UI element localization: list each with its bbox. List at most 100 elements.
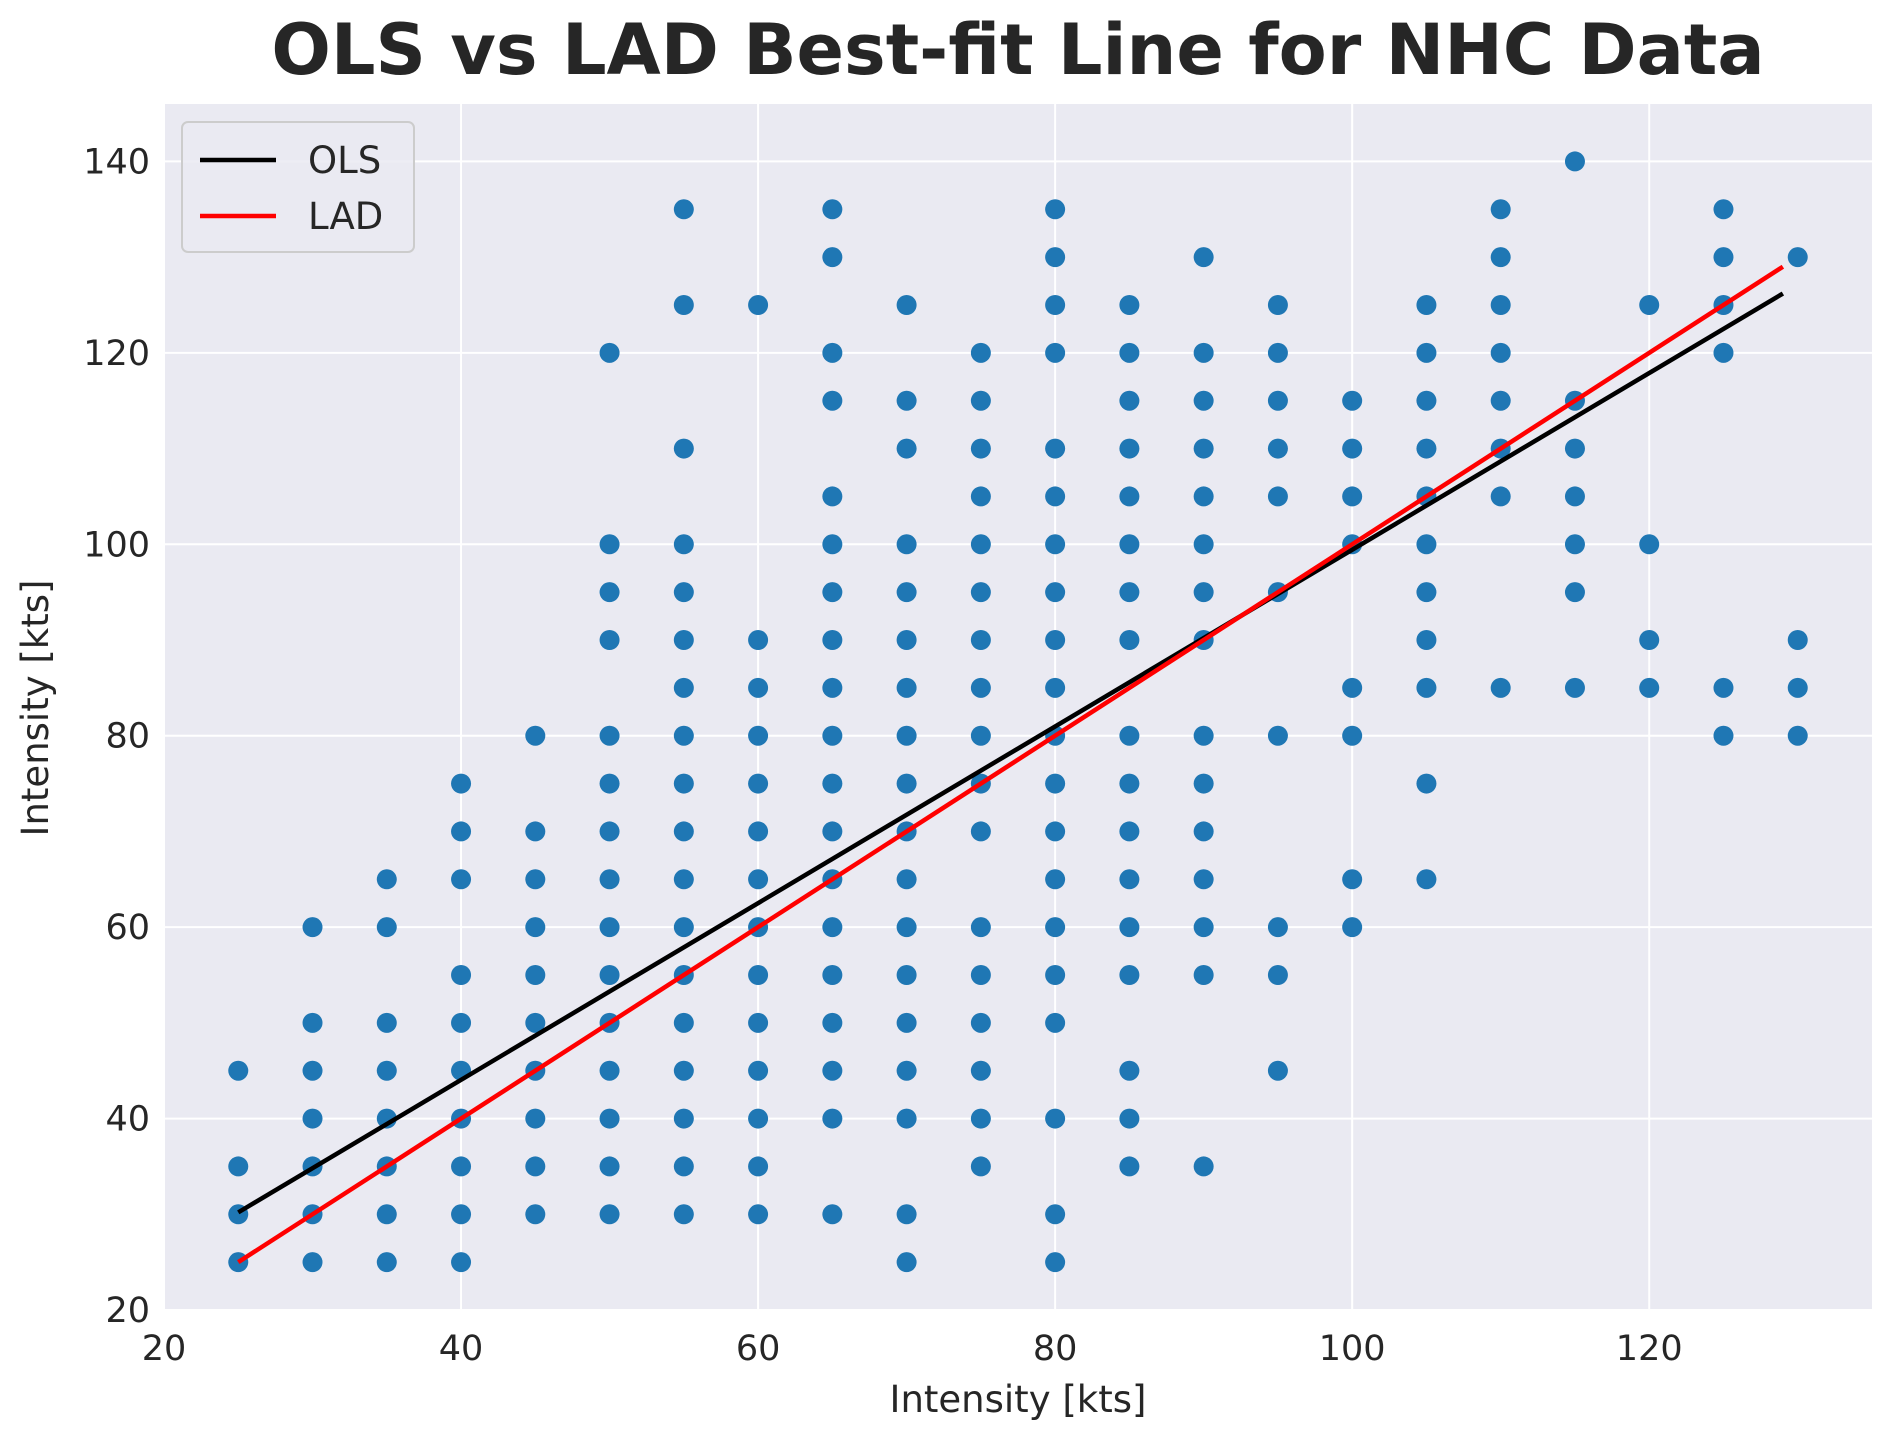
data-point [748, 1012, 769, 1033]
data-point [1193, 917, 1214, 938]
data-point [896, 1108, 917, 1129]
data-point [970, 725, 991, 746]
data-point [896, 390, 917, 411]
data-point [525, 965, 546, 985]
legend-label-lad: LAD [308, 195, 383, 238]
data-point [748, 295, 769, 315]
data-points [228, 151, 1808, 1273]
data-point [970, 1060, 991, 1081]
data-point [970, 438, 991, 459]
data-point [896, 582, 917, 603]
data-point [1342, 438, 1363, 459]
data-point [1045, 821, 1066, 842]
data-point [896, 773, 917, 794]
data-point [1787, 677, 1808, 698]
data-point [748, 869, 769, 890]
data-point [1193, 390, 1214, 411]
data-point [970, 917, 991, 938]
y-tick-label: 80 [105, 717, 150, 757]
data-point [1713, 725, 1734, 746]
data-point [376, 869, 397, 890]
data-point [228, 1156, 249, 1177]
chart-title: OLS vs LAD Best-fit Line for NHC Data [271, 9, 1764, 91]
data-point [1267, 965, 1288, 985]
y-tick-label: 40 [105, 1100, 150, 1140]
data-point [822, 1204, 843, 1225]
data-point [1713, 199, 1734, 220]
data-point [1490, 390, 1511, 411]
data-point [673, 199, 694, 220]
data-point [1193, 1156, 1214, 1177]
x-tick-label: 80 [1033, 1329, 1078, 1369]
data-point [1045, 965, 1066, 985]
data-point [748, 1108, 769, 1129]
data-point [302, 1108, 323, 1129]
data-point [673, 582, 694, 603]
data-point [896, 295, 917, 315]
data-point [599, 1156, 620, 1177]
data-point [822, 821, 843, 842]
data-point [1193, 725, 1214, 746]
data-point [896, 677, 917, 698]
legend: OLS LAD [181, 121, 415, 253]
data-point [525, 1156, 546, 1177]
data-point [1119, 534, 1140, 555]
data-point [302, 1012, 323, 1033]
data-point [1045, 582, 1066, 603]
data-point [1193, 342, 1214, 363]
data-point [1045, 438, 1066, 459]
x-tick-label: 120 [1616, 1329, 1683, 1369]
data-point [1490, 199, 1511, 220]
data-point [525, 1204, 546, 1225]
data-point [822, 1108, 843, 1129]
data-point [525, 1108, 546, 1129]
data-point [1045, 1012, 1066, 1033]
data-point [822, 917, 843, 938]
data-point [1564, 486, 1585, 507]
data-point [896, 1012, 917, 1033]
data-point [1119, 773, 1140, 794]
data-point [970, 342, 991, 363]
data-point [822, 630, 843, 650]
y-tick-label: 120 [83, 334, 150, 374]
data-point [1416, 630, 1437, 650]
data-point [1045, 486, 1066, 507]
data-point [1193, 486, 1214, 507]
data-point [228, 1060, 249, 1081]
data-point [451, 965, 472, 985]
data-point [1416, 773, 1437, 794]
data-point [673, 630, 694, 650]
data-point [599, 1060, 620, 1081]
data-point [1045, 342, 1066, 363]
data-point [673, 917, 694, 938]
data-point [673, 1156, 694, 1177]
data-point [451, 1012, 472, 1033]
data-point [1267, 725, 1288, 746]
data-point [673, 1060, 694, 1081]
data-point [1639, 677, 1660, 698]
data-point [822, 486, 843, 507]
data-point [1416, 295, 1437, 315]
data-point [1639, 295, 1660, 315]
data-point [970, 534, 991, 555]
data-point [896, 534, 917, 555]
data-point [822, 773, 843, 794]
y-tick-label: 100 [83, 525, 150, 565]
data-point [748, 1156, 769, 1177]
data-point [673, 295, 694, 315]
data-point [525, 1012, 546, 1033]
data-point [1119, 725, 1140, 746]
y-tick-label: 20 [105, 1291, 150, 1331]
data-point [1713, 342, 1734, 363]
data-point [1193, 965, 1214, 985]
lad-fit-line [237, 264, 1785, 1265]
data-point [822, 342, 843, 363]
data-point [1342, 917, 1363, 938]
x-tick-label: 20 [142, 1329, 187, 1369]
data-point [748, 1060, 769, 1081]
data-point [673, 869, 694, 890]
data-point [1416, 534, 1437, 555]
data-point [1787, 630, 1808, 650]
data-point [1045, 630, 1066, 650]
